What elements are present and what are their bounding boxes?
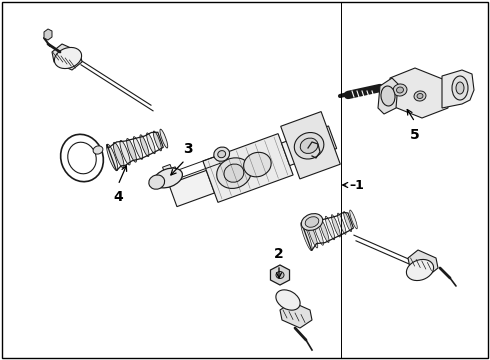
Ellipse shape — [414, 91, 426, 101]
Polygon shape — [390, 68, 448, 118]
Ellipse shape — [160, 129, 168, 148]
Ellipse shape — [54, 48, 82, 68]
Ellipse shape — [338, 213, 346, 234]
Polygon shape — [203, 134, 293, 202]
Ellipse shape — [325, 216, 335, 240]
Text: 5: 5 — [410, 128, 420, 142]
Ellipse shape — [133, 137, 143, 159]
Ellipse shape — [406, 260, 434, 280]
Polygon shape — [44, 29, 52, 40]
Polygon shape — [163, 165, 178, 176]
Ellipse shape — [107, 144, 118, 171]
Ellipse shape — [452, 76, 468, 100]
Polygon shape — [281, 112, 340, 179]
Ellipse shape — [276, 271, 284, 279]
Ellipse shape — [126, 139, 137, 162]
Ellipse shape — [214, 147, 230, 161]
Ellipse shape — [149, 175, 165, 189]
Text: –1: –1 — [349, 179, 365, 192]
Ellipse shape — [140, 135, 149, 157]
Ellipse shape — [244, 152, 271, 177]
Ellipse shape — [120, 140, 130, 165]
Polygon shape — [169, 170, 215, 207]
Ellipse shape — [313, 219, 323, 245]
Text: 3: 3 — [183, 142, 193, 156]
Ellipse shape — [301, 213, 323, 230]
Ellipse shape — [153, 168, 182, 188]
Ellipse shape — [305, 217, 319, 227]
Text: 4: 4 — [113, 190, 123, 204]
Polygon shape — [378, 78, 398, 114]
Ellipse shape — [68, 142, 96, 174]
Ellipse shape — [300, 138, 318, 153]
Ellipse shape — [393, 84, 407, 96]
Ellipse shape — [113, 142, 124, 168]
Ellipse shape — [276, 290, 300, 310]
Ellipse shape — [456, 82, 464, 94]
Text: 2: 2 — [274, 247, 284, 261]
Polygon shape — [52, 44, 82, 70]
Ellipse shape — [343, 212, 352, 231]
Ellipse shape — [307, 221, 318, 248]
Polygon shape — [280, 302, 312, 328]
Ellipse shape — [319, 218, 329, 243]
Ellipse shape — [93, 146, 103, 154]
Ellipse shape — [294, 132, 324, 159]
Ellipse shape — [396, 87, 403, 93]
Ellipse shape — [153, 131, 162, 151]
Ellipse shape — [381, 86, 395, 106]
Polygon shape — [442, 70, 474, 108]
Polygon shape — [281, 126, 337, 166]
Ellipse shape — [217, 158, 251, 188]
Ellipse shape — [331, 215, 341, 237]
Polygon shape — [270, 265, 290, 285]
Ellipse shape — [301, 222, 312, 251]
Ellipse shape — [147, 133, 155, 154]
Ellipse shape — [417, 94, 423, 99]
Polygon shape — [408, 250, 438, 276]
Ellipse shape — [350, 210, 357, 229]
Ellipse shape — [218, 150, 225, 158]
Ellipse shape — [224, 164, 244, 182]
